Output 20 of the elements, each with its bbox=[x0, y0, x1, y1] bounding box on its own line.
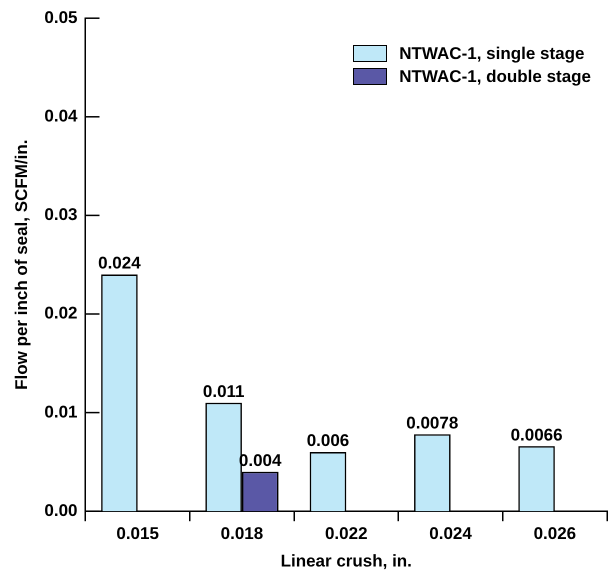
legend-label: NTWAC-1, double stage bbox=[399, 66, 591, 86]
y-tick-label: 0.02 bbox=[44, 304, 78, 323]
data-label: 0.024 bbox=[98, 254, 142, 273]
x-tick-label: 0.024 bbox=[429, 524, 472, 544]
y-axis-title: Flow per inch of seal, SCFM/in. bbox=[12, 140, 31, 390]
legend-label: NTWAC-1, single stage bbox=[399, 44, 584, 64]
y-tick-label: 0.03 bbox=[44, 205, 78, 224]
x-tick-label: 0.022 bbox=[324, 524, 368, 544]
x-tick-label: 0.015 bbox=[116, 524, 159, 544]
data-label: 0.011 bbox=[202, 382, 244, 401]
y-tick-label: 0.04 bbox=[44, 106, 78, 126]
x-tick-label: 0.018 bbox=[220, 524, 264, 544]
x-tick-label: 0.026 bbox=[534, 524, 576, 544]
data-label: 0.0078 bbox=[406, 413, 458, 432]
y-tick-label: 0.00 bbox=[44, 500, 78, 520]
y-tick-label: 0.01 bbox=[44, 402, 78, 422]
data-label: 0.0066 bbox=[510, 425, 563, 444]
x-axis-title: Linear crush, in. bbox=[280, 551, 412, 570]
data-label: 0.006 bbox=[306, 431, 350, 450]
y-tick-label: 0.05 bbox=[44, 8, 78, 27]
